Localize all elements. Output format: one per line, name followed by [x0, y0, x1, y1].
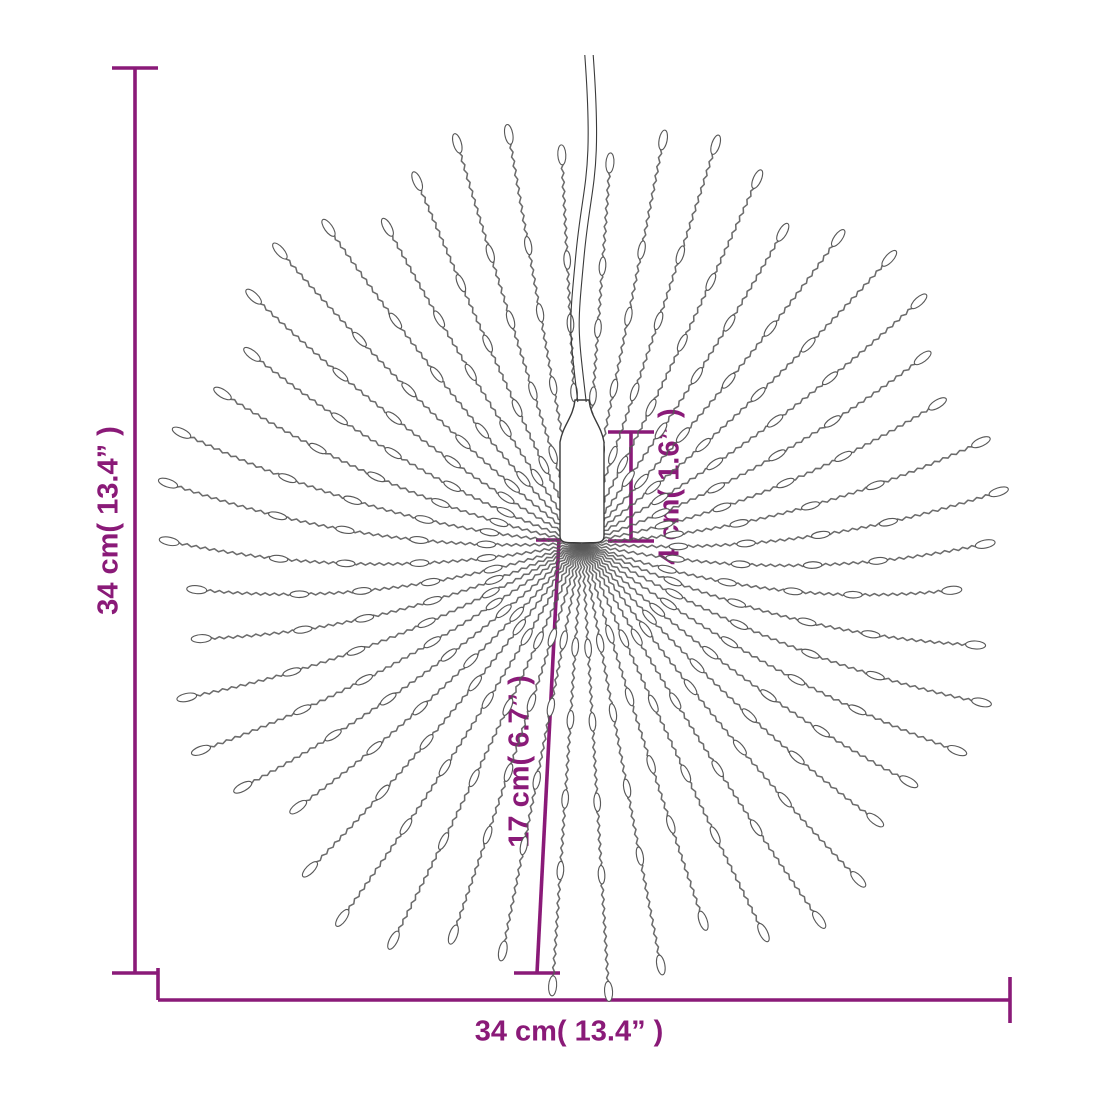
svg-text:34 cm( 13.4” ): 34 cm( 13.4” ): [475, 1016, 664, 1048]
svg-text:34 cm( 13.4” ): 34 cm( 13.4” ): [93, 426, 125, 615]
